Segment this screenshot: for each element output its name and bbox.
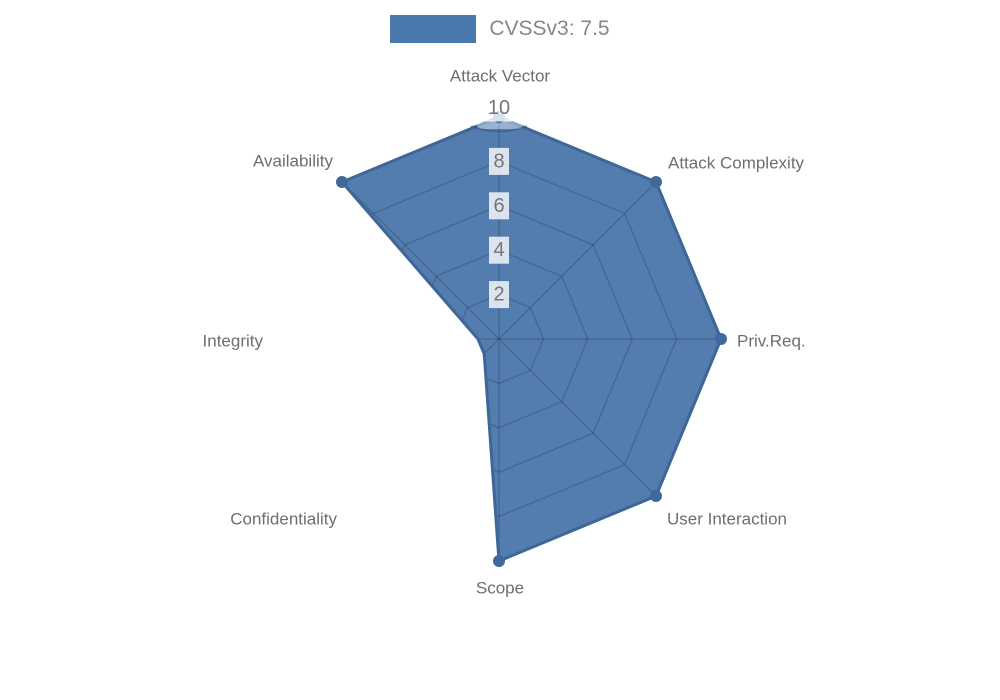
tick-label-8: 8 [493, 150, 504, 172]
axis-label-user-interaction: User Interaction [667, 510, 787, 529]
data-point-availability [336, 176, 348, 188]
grid-ring-2 [453, 293, 545, 385]
axis-label-scope: Scope [476, 579, 524, 598]
axis-label-integrity: Integrity [203, 332, 264, 351]
axis-label-availability: Availability [253, 152, 334, 171]
grid-spoke-attack-complexity [498, 181, 657, 340]
tick-backdrop-4 [489, 236, 509, 264]
axis-label-confidentiality: Confidentiality [230, 510, 337, 529]
tick-label-2: 2 [493, 284, 504, 306]
apex-highlight [477, 120, 523, 129]
grid-spoke-availability [342, 181, 500, 340]
apex-curve [470, 125, 528, 133]
axis-label-attack-vector: Attack Vector [450, 67, 550, 86]
tick-label-10: 10 [488, 97, 510, 119]
axis-label-attack-complexity: Attack Complexity [668, 154, 805, 173]
grid-spoke-confidentiality [342, 338, 500, 497]
legend-label: CVSSv3: 7.5 [489, 17, 610, 40]
tick-backdrop-2 [489, 281, 509, 309]
data-point-attack-complexity [650, 176, 662, 188]
legend-item-cvssv3[interactable]: CVSSv3: 7.5 [390, 15, 610, 43]
data-point-scope [493, 555, 505, 567]
tick-label-4: 4 [493, 239, 504, 261]
data-point-priv-req [715, 333, 727, 345]
data-point-user-interaction [650, 490, 662, 502]
grid-spoke-user-interaction [498, 338, 657, 497]
axis-label-priv-req: Priv.Req. [737, 332, 806, 351]
chart-legend: CVSSv3: 7.5 [0, 15, 1000, 43]
legend-swatch [390, 15, 477, 43]
tick-backdrop-8 [489, 147, 509, 175]
tick-label-6: 6 [493, 195, 504, 217]
tick-backdrop-6 [489, 192, 509, 220]
tick-backdrop-10 [483, 94, 515, 122]
radar-series-fill [342, 117, 721, 561]
